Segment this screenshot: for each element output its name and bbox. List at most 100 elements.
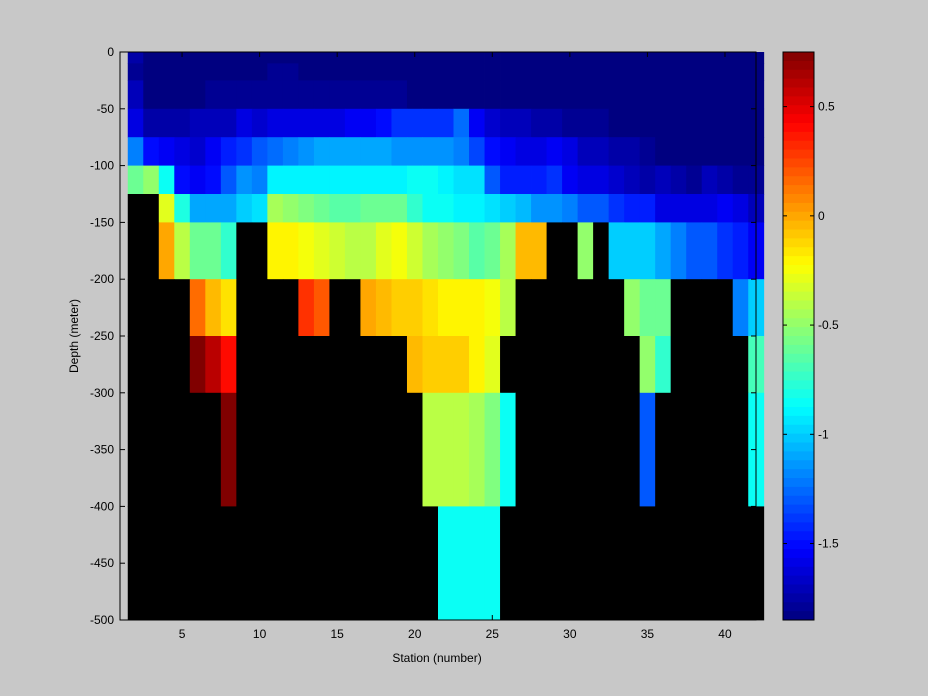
colorbar-swatch xyxy=(783,149,814,160)
heatmap-cell xyxy=(174,392,191,507)
colorbar-swatch xyxy=(783,424,814,435)
heatmap-cell xyxy=(608,137,625,166)
heatmap-cell xyxy=(360,506,377,621)
heatmap-cell xyxy=(438,506,454,621)
colorbar-swatch xyxy=(783,96,814,106)
heatmap-cell xyxy=(515,194,532,223)
heatmap-cell xyxy=(484,63,501,81)
heatmap-cell xyxy=(189,137,206,166)
colorbar-swatch xyxy=(783,256,814,266)
heatmap-cell xyxy=(639,506,656,621)
heatmap-cell xyxy=(717,194,734,223)
heatmap-cell xyxy=(158,194,175,223)
heatmap-cell xyxy=(406,279,423,337)
heatmap-cell xyxy=(298,108,315,138)
heatmap-cell xyxy=(391,137,408,166)
heatmap-cell xyxy=(251,80,268,110)
heatmap-cell xyxy=(422,63,439,81)
heatmap-cell xyxy=(298,165,315,195)
heatmap-cell xyxy=(127,336,144,394)
heatmap-cell xyxy=(500,52,516,64)
heatmap-cell xyxy=(608,222,625,280)
colorbar-swatch xyxy=(783,513,814,523)
heatmap-cell xyxy=(143,279,160,337)
colorbar-swatch xyxy=(783,522,814,532)
heatmap-cell xyxy=(670,52,687,64)
y-tick-label: -450 xyxy=(90,556,114,570)
heatmap-cell xyxy=(546,80,563,110)
heatmap-cell xyxy=(500,194,516,223)
heatmap-cell xyxy=(220,137,237,166)
heatmap-cell xyxy=(329,137,346,166)
heatmap-cell xyxy=(562,279,579,337)
heatmap-cell xyxy=(174,63,191,81)
heatmap-cell xyxy=(391,80,408,110)
heatmap-cell xyxy=(391,63,408,81)
heatmap-cell xyxy=(360,279,377,337)
heatmap-cell xyxy=(453,80,470,110)
colorbar-swatch xyxy=(783,300,814,310)
heatmap-cell xyxy=(500,80,516,110)
heatmap-cell xyxy=(267,80,284,110)
heatmap-cell xyxy=(500,506,516,621)
heatmap-cell xyxy=(531,137,547,166)
heatmap-cell xyxy=(639,222,656,280)
y-tick-label: -200 xyxy=(90,272,114,286)
heatmap-cell xyxy=(515,392,532,507)
colorbar-swatch xyxy=(783,540,814,550)
colorbar-swatch xyxy=(783,131,814,142)
colorbar-swatch xyxy=(783,194,814,204)
heatmap-cell xyxy=(484,336,501,394)
heatmap-cell xyxy=(515,506,532,621)
heatmap-cell xyxy=(422,165,439,195)
heatmap-cell xyxy=(329,108,346,138)
heatmap-cell xyxy=(608,63,625,81)
heatmap-cell xyxy=(143,52,160,64)
heatmap-cell xyxy=(624,63,641,81)
heatmap-cell xyxy=(205,80,222,110)
heatmap-cell xyxy=(298,279,315,337)
heatmap-cell xyxy=(220,222,237,280)
heatmap-cell xyxy=(143,137,160,166)
heatmap-cell xyxy=(298,80,315,110)
heatmap-cell xyxy=(469,52,485,64)
x-tick-label: 25 xyxy=(486,627,500,641)
heatmap-cell xyxy=(236,279,253,337)
colorbar-swatch xyxy=(783,327,814,337)
heatmap-cell xyxy=(531,63,547,81)
heatmap-cell xyxy=(686,165,703,195)
heatmap-cell xyxy=(220,194,237,223)
heatmap-cell xyxy=(484,80,501,110)
heatmap-cell xyxy=(686,137,703,166)
colorbar-swatch xyxy=(783,407,814,417)
heatmap-cell xyxy=(406,506,423,621)
heatmap-cell xyxy=(624,165,641,195)
heatmap-cell xyxy=(701,392,718,507)
heatmap-cell xyxy=(686,279,703,337)
heatmap-cell xyxy=(158,165,175,195)
colorbar-swatch xyxy=(783,247,814,257)
heatmap-cell xyxy=(189,279,206,337)
colorbar-swatch xyxy=(783,185,814,195)
heatmap-cell xyxy=(344,108,361,138)
colorbar-swatch xyxy=(783,398,814,408)
heatmap-cell xyxy=(577,137,594,166)
heatmap-cell xyxy=(717,137,734,166)
heatmap-cell xyxy=(143,165,160,195)
heatmap-cell xyxy=(189,165,206,195)
heatmap-cell xyxy=(267,52,284,64)
heatmap-cell xyxy=(298,336,315,394)
heatmap-cell xyxy=(158,222,175,280)
heatmap-cell xyxy=(438,165,454,195)
heatmap-cell xyxy=(127,279,144,337)
colorbar-tick-label: 0.5 xyxy=(818,100,835,114)
colorbar-swatch xyxy=(783,389,814,399)
colorbar-swatch xyxy=(783,442,814,452)
heatmap-cell xyxy=(282,336,299,394)
heatmap-cell xyxy=(655,80,672,110)
heatmap-cell xyxy=(360,222,377,280)
heatmap-cell xyxy=(593,222,610,280)
heatmap-cell xyxy=(546,165,563,195)
heatmap-cell xyxy=(593,279,610,337)
heatmap-cell xyxy=(655,165,672,195)
